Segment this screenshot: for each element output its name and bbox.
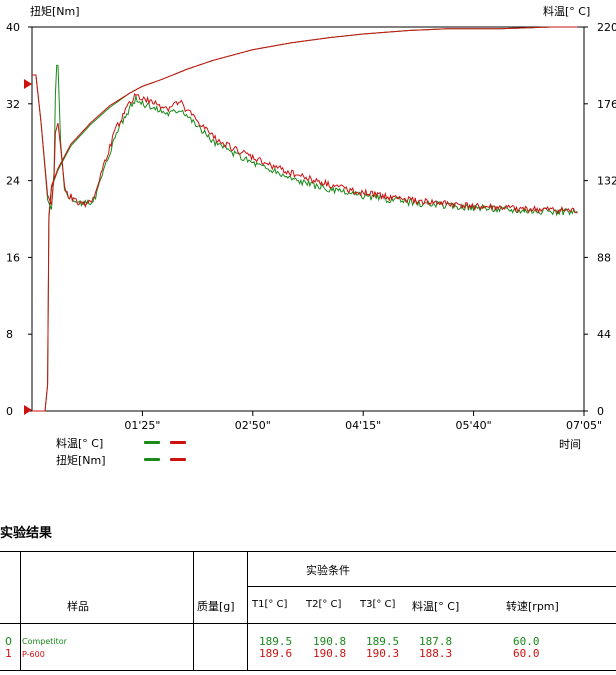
series-line xyxy=(32,26,578,412)
row-t2: 190.8 xyxy=(313,635,347,648)
row-t1: 189.6 xyxy=(259,647,293,660)
legend-swatch-temp-red xyxy=(170,441,186,444)
series-line xyxy=(32,74,578,215)
legend-swatch-temp-green xyxy=(144,441,160,444)
row-index: 1 xyxy=(5,647,12,660)
legend-label-torque: 扭矩[Nm] xyxy=(56,454,106,467)
table-col-divider-3 xyxy=(247,551,248,671)
left-tick-label: 24 xyxy=(6,175,20,188)
legend-swatch-torque-red xyxy=(170,458,186,461)
left-tick-label: 16 xyxy=(6,251,20,264)
start-marker-lower xyxy=(24,405,32,415)
series-layer xyxy=(32,26,578,412)
left-tick-label: 0 xyxy=(6,405,13,418)
right-tick-label: 132 xyxy=(597,175,616,188)
x-tick-label: 07'05" xyxy=(566,419,602,432)
header-mass: 质量[g] xyxy=(197,600,235,613)
series-line xyxy=(32,64,578,217)
row-melt-temp: 187.8 xyxy=(419,635,453,648)
right-axis-ticks: 220 176 132 88 44 0 xyxy=(584,21,616,418)
header-sample: 样品 xyxy=(67,600,89,613)
header-t2: T2[° C] xyxy=(306,599,342,610)
header-speed: 转速[rpm] xyxy=(506,600,559,613)
left-tick-label: 32 xyxy=(6,98,20,111)
right-tick-label: 88 xyxy=(597,251,611,264)
row-speed: 60.0 xyxy=(513,647,540,660)
torque-temperature-chart: 40 32 24 16 8 0 220 176 132 88 44 0 01'25" 02'50" 04… xyxy=(6,21,616,432)
left-axis-ticks: 40 32 24 16 8 0 xyxy=(6,21,32,418)
left-tick-label: 40 xyxy=(6,21,20,34)
table-rule-top xyxy=(0,551,616,552)
row-index: 0 xyxy=(5,635,12,648)
start-marker-upper xyxy=(24,79,32,89)
left-axis-title: 扭矩[Nm] xyxy=(30,5,80,18)
row-t3: 189.5 xyxy=(366,635,400,648)
table-rule-bottom xyxy=(0,670,616,671)
right-tick-label: 0 xyxy=(597,405,604,418)
x-axis-title: 时间 xyxy=(559,438,581,451)
row-melt-temp: 188.3 xyxy=(419,647,453,660)
legend-swatch-torque-green xyxy=(144,458,160,461)
header-t3: T3[° C] xyxy=(360,599,396,610)
legend-label-temp: 料温[° C] xyxy=(56,437,104,450)
x-tick-label: 04'15" xyxy=(345,419,381,432)
table-col-divider-2 xyxy=(193,551,194,671)
header-melt-temp: 料温[° C] xyxy=(412,600,460,613)
right-tick-label: 176 xyxy=(597,98,616,111)
plot-area xyxy=(31,26,585,412)
row-t3: 190.3 xyxy=(366,647,400,660)
row-t1: 189.5 xyxy=(259,635,293,648)
x-tick-label: 05'40" xyxy=(456,419,492,432)
header-conditions: 实验条件 xyxy=(306,564,350,577)
row-speed: 60.0 xyxy=(513,635,540,648)
row-sample-name: Competitor xyxy=(22,637,67,646)
right-axis-title: 料温[° C] xyxy=(543,5,591,18)
header-t1: T1[° C] xyxy=(252,599,288,610)
left-tick-label: 8 xyxy=(6,328,13,341)
row-t2: 190.8 xyxy=(313,647,347,660)
x-axis-ticks: 01'25" 02'50" 04'15" 05'40" 07'05" xyxy=(124,411,602,432)
right-tick-label: 44 xyxy=(597,328,611,341)
results-heading: 实验结果 xyxy=(0,526,53,541)
table-rule-header-bottom xyxy=(0,623,616,624)
right-tick-label: 220 xyxy=(597,21,616,34)
x-tick-label: 02'50" xyxy=(235,419,271,432)
table-rule-conditions xyxy=(247,586,616,587)
row-sample-name: P-600 xyxy=(22,650,45,659)
x-tick-label: 01'25" xyxy=(124,419,160,432)
table-col-divider-1 xyxy=(20,551,21,671)
